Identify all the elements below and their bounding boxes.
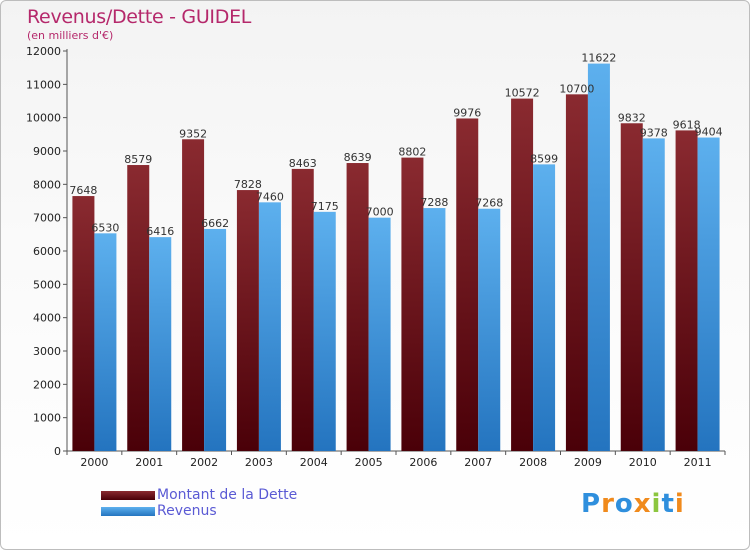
logo-letter: i [674,489,685,519]
x-tick-label: 2004 [300,456,328,469]
bar-dette [182,139,205,451]
data-label-dette: 7648 [69,184,97,197]
logo-letter: x [633,489,652,519]
bar-dette [456,118,479,451]
bar-dette [511,98,534,451]
bar-dette [291,168,314,451]
x-tick-label: 2003 [245,456,273,469]
bar-revenus [533,164,556,451]
x-tick-label: 2008 [519,456,547,469]
x-tick-label: 2005 [355,456,383,469]
bar-revenus [697,137,720,452]
y-tick-label: 3000 [33,345,61,358]
x-tick-label: 2011 [684,456,712,469]
logo-letter: P [581,489,602,519]
x-tick-label: 2006 [409,456,437,469]
proxiti-logo: Proxiti [581,489,685,519]
bar-revenus [313,211,336,451]
y-tick-label: 9000 [33,145,61,158]
legend-label-revenus: Revenus [157,503,217,519]
data-label-revenus: 11622 [581,52,616,65]
data-label-dette: 8463 [289,157,317,170]
bar-revenus [423,208,446,451]
bar-revenus [204,228,227,451]
bar-dette [565,94,588,451]
logo-letter: r [601,489,615,519]
data-label-revenus: 6530 [91,221,119,234]
bar-dette [401,157,424,451]
legend-swatch-dette [101,490,155,500]
legend-label-dette: Montant de la Dette [157,487,298,503]
bar-revenus [642,138,665,451]
logo-letter: i [651,489,662,519]
x-tick-label: 2000 [80,456,108,469]
y-tick-label: 10000 [26,112,61,125]
y-tick-label: 11000 [26,78,61,91]
x-tick-label: 2009 [574,456,602,469]
data-label-revenus: 9404 [695,126,723,139]
data-label-dette: 8802 [398,146,426,159]
data-label-dette: 9618 [673,118,701,131]
data-label-revenus: 7000 [366,206,394,219]
bar-dette [346,163,369,452]
logo-letter: o [614,489,634,519]
legend: Montant de la Dette Revenus [101,487,297,519]
y-tick-label: 0 [54,445,61,458]
y-tick-label: 12000 [26,45,61,58]
chart-title: Revenus/Dette - GUIDEL [27,6,252,28]
legend-swatch-revenus [101,506,155,516]
bar-revenus [149,237,172,451]
legend-item-dette: Montant de la Dette [101,487,297,503]
x-tick-label: 2010 [629,456,657,469]
data-label-dette: 9352 [179,127,207,140]
data-label-dette: 8639 [344,151,372,164]
data-label-revenus: 6416 [146,225,174,238]
data-label-revenus: 7460 [256,190,284,203]
data-label-dette: 10700 [559,82,594,95]
bar-revenus [368,217,391,451]
bar-revenus [587,63,610,451]
data-label-dette: 10572 [505,87,540,100]
logo-letter: t [661,489,675,519]
bar-dette [127,165,150,452]
legend-item-revenus: Revenus [101,503,297,519]
y-tick-label: 2000 [33,378,61,391]
bar-revenus [258,202,281,451]
bar-dette [675,130,698,451]
data-label-dette: 7828 [234,178,262,191]
y-tick-label: 1000 [33,412,61,425]
y-tick-label: 6000 [33,245,61,258]
y-tick-label: 5000 [33,278,61,291]
x-tick-label: 2001 [135,456,163,469]
y-tick-label: 7000 [33,212,61,225]
data-label-revenus: 7268 [475,197,503,210]
y-tick-label: 8000 [33,178,61,191]
data-label-revenus: 8599 [530,152,558,165]
bar-dette [72,196,95,451]
bar-dette [236,190,259,452]
x-tick-label: 2007 [464,456,492,469]
data-label-dette: 8579 [124,153,152,166]
bar-revenus [478,208,501,451]
data-label-dette: 9976 [453,106,481,119]
x-tick-label: 2002 [190,456,218,469]
y-tick-label: 4000 [33,312,61,325]
data-label-revenus: 9378 [640,126,668,139]
bar-revenus [94,233,117,451]
data-label-dette: 9832 [618,111,646,124]
data-label-revenus: 7175 [311,200,339,213]
chart-subtitle: (en milliers d'€) [27,29,114,42]
bar-dette [620,123,643,452]
data-label-revenus: 6662 [201,217,229,230]
data-label-revenus: 7288 [420,196,448,209]
